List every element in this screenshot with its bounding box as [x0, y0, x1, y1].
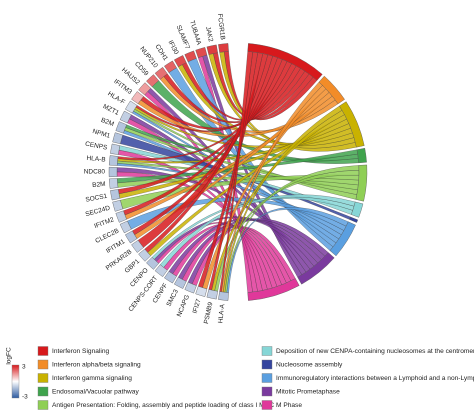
gene-label: PSMB9: [203, 301, 214, 324]
gene-segment: [184, 50, 197, 63]
gene-label: TUBA4A: [188, 20, 202, 47]
gene-label: MZT1: [102, 103, 121, 117]
gene-segment: [131, 91, 144, 105]
gene-label: NCAPG: [176, 294, 191, 318]
legend-label: Antigen Presentation: Folding, assembly …: [52, 402, 274, 409]
gene-label: SEC24D: [85, 205, 112, 219]
gene-segment: [131, 239, 144, 253]
gene-segment: [164, 60, 177, 73]
gene-segment: [164, 271, 177, 284]
gene-segment: [146, 74, 160, 88]
legend-label: Nucleosome assembly: [276, 361, 343, 368]
gene-segment: [138, 248, 152, 262]
gene-label: HLA-A: [217, 303, 226, 323]
gene-label: JAK2: [204, 26, 214, 43]
term-segment: [351, 201, 364, 218]
term-segment: [355, 164, 368, 202]
legend-label: Interferon Signaling: [52, 348, 110, 355]
gene-segment: [119, 220, 132, 234]
gene-segment: [154, 66, 168, 80]
term-segment: [349, 216, 359, 223]
gene-label: B2M: [92, 181, 106, 189]
legend-label: Mitotic Prometaphase: [276, 388, 340, 395]
legend-swatch: [37, 386, 49, 397]
term-segment: [247, 43, 323, 81]
chords: [116, 51, 360, 293]
gene-segment: [110, 143, 121, 155]
gene-label: FCGR1B: [216, 13, 226, 40]
legend-label: Interferon alpha/beta signaling: [52, 361, 141, 368]
gene-segment: [146, 256, 160, 270]
legend-swatch: [37, 400, 49, 410]
legend-label: M Phase: [276, 402, 302, 409]
gene-segment: [115, 210, 127, 223]
term-segment: [356, 147, 367, 164]
gene-segment: [173, 55, 187, 68]
gene-label: SOCS1: [85, 193, 108, 204]
term-segment: [247, 278, 300, 301]
gene-label: IFITM2: [93, 216, 115, 230]
legend-label: Interferon gamma signaling: [52, 375, 132, 382]
legend-swatch: [261, 373, 273, 383]
gene-label: SMC3: [165, 288, 180, 308]
gene-label: NDC80: [84, 169, 106, 176]
legend-label: Immunoregulatory interactions between a …: [276, 375, 474, 382]
gene-label: B2M: [100, 117, 115, 128]
legend-swatch: [261, 359, 273, 370]
gene-label: HLA-F: [106, 90, 126, 106]
gene-label: HLA-B: [86, 155, 106, 164]
gene-label: IFI27: [192, 298, 203, 315]
legend-swatch: [261, 386, 273, 397]
legend-swatch: [37, 346, 49, 356]
gene-label: CENPS: [84, 141, 108, 152]
gene-segment: [195, 286, 208, 297]
gene-segment: [112, 199, 124, 212]
legend-swatch: [261, 400, 273, 410]
gene-segment: [184, 281, 197, 294]
colorbar-max: 3: [22, 364, 26, 371]
legend-label: Endosomal/Vacuolar pathway: [52, 388, 139, 395]
term-segment: [329, 221, 356, 257]
gene-segment: [195, 47, 208, 58]
gene-segment: [115, 121, 127, 134]
legend-swatch: [37, 373, 49, 383]
colorbar-min: -3: [22, 394, 28, 401]
colorbar: [11, 364, 20, 399]
gene-segment: [125, 100, 138, 114]
gene-label: IFI30: [167, 39, 180, 56]
gene-segment: [173, 276, 187, 289]
gene-segment: [218, 291, 229, 301]
term-segment: [318, 75, 345, 105]
term-segment: [297, 252, 335, 285]
term-segment: [339, 101, 365, 148]
legend-swatch: [261, 346, 273, 356]
gene-segment: [206, 289, 218, 300]
gene-segment: [108, 178, 119, 189]
gene-segment: [110, 189, 121, 201]
gene-segment: [108, 166, 118, 178]
gene-label: NPM1: [92, 128, 112, 140]
legend-swatch: [37, 359, 49, 370]
gene-segment: [108, 155, 119, 166]
gene-segment: [206, 44, 218, 55]
legend-label: Deposition of new CENPA-containing nucle…: [276, 348, 474, 355]
colorbar-title: logFC: [6, 347, 13, 365]
gene-segment: [119, 110, 132, 124]
gene-segment: [218, 43, 229, 53]
gene-segment: [125, 230, 138, 244]
gene-segment: [112, 132, 124, 145]
gene-segment: [154, 264, 168, 278]
legend: logFC 3 -3 Interferon Signaling Interfero…: [6, 346, 474, 410]
gene-segment: [138, 82, 152, 96]
